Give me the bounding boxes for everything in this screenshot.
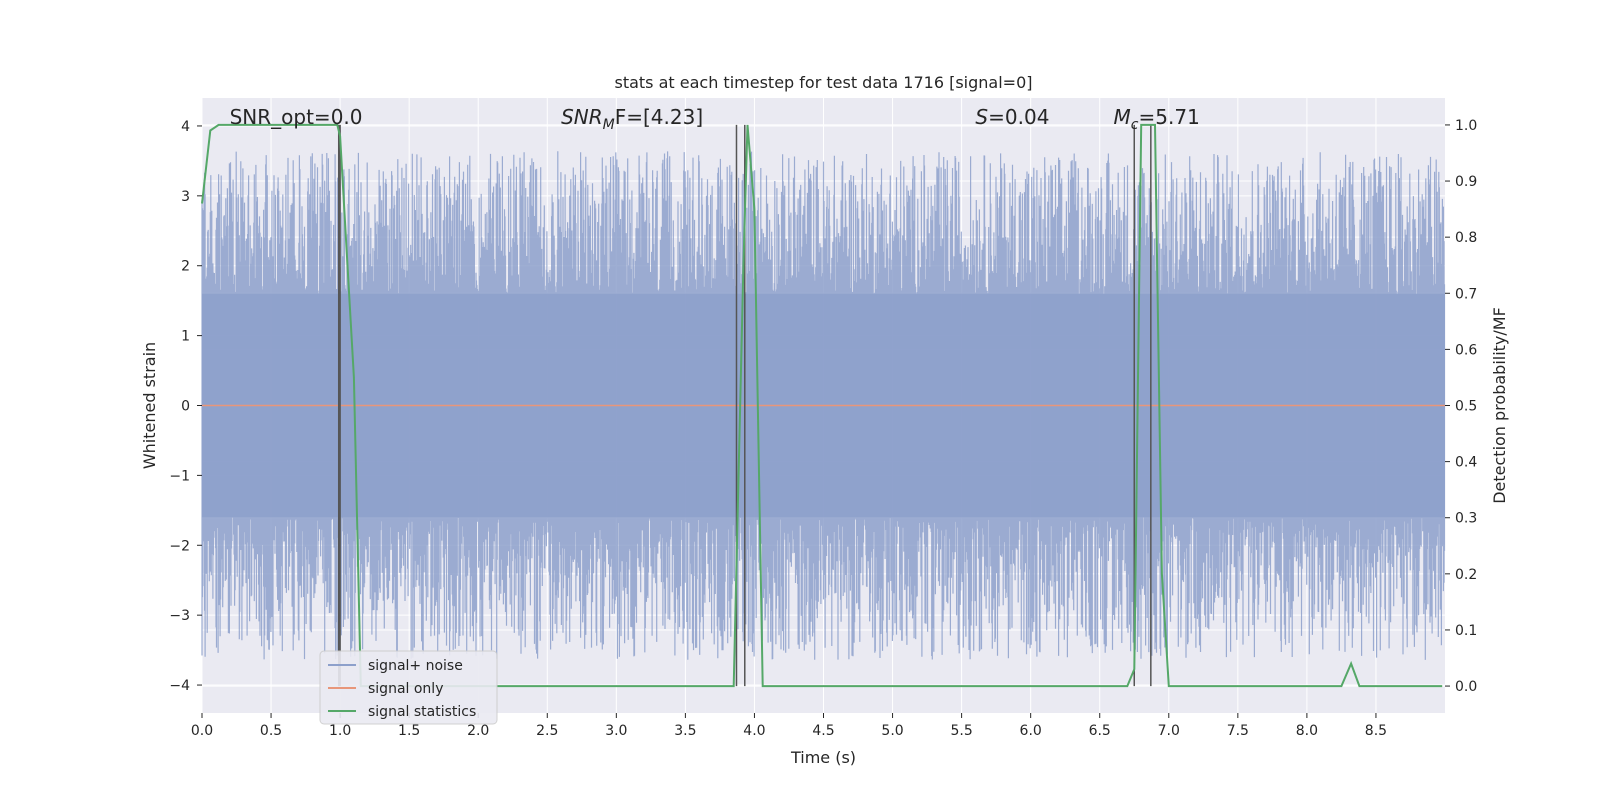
y-tick-label: 0 <box>181 399 190 415</box>
y-tick-label: 4 <box>181 119 190 135</box>
x-tick-label: 4.5 <box>812 723 834 739</box>
x-tick-label: 6.5 <box>1089 723 1111 739</box>
y-right-tick-label: 0.0 <box>1455 679 1477 695</box>
legend-box <box>319 650 498 725</box>
x-tick-label: 2.5 <box>536 723 558 739</box>
signal-statistics-series <box>201 123 1443 688</box>
x-tick-label: 0.5 <box>260 723 282 739</box>
stat-annotation: S=0.04 <box>975 105 1049 129</box>
x-tick-label: 5.5 <box>950 723 972 739</box>
axes: 0.0 0.5 1.0 1.5 2.0 2.5 3.0 3.5 4.0 4.5 5.0 5.5 6.0 6… <box>169 118 1477 739</box>
x-tick-label: 8.5 <box>1365 723 1387 739</box>
y-right-tick-label: 0.7 <box>1455 286 1477 302</box>
x-tick-label: 4.0 <box>743 723 765 739</box>
y-tick-label: 3 <box>181 189 190 205</box>
vertical-markers <box>337 124 1152 687</box>
x-tick-label: 3.5 <box>674 723 696 739</box>
y-tick-label: −3 <box>169 608 190 624</box>
y-tick-label: −1 <box>169 468 190 484</box>
legend-entry: signal only <box>368 681 443 697</box>
x-tick-label: 5.0 <box>881 723 903 739</box>
x-tick-label: 6.0 <box>1020 723 1042 739</box>
signal-statistics-line <box>201 123 1443 688</box>
chart-title: stats at each timestep for test data 171… <box>614 73 1032 92</box>
y-right-tick-label: 0.1 <box>1455 623 1477 639</box>
stat-annotation: SNR_opt=0.0 <box>230 105 363 129</box>
y-tick-label: −2 <box>169 538 190 554</box>
x-tick-label: 7.5 <box>1227 723 1249 739</box>
x-tick-label: 1.5 <box>398 723 420 739</box>
y-right-tick-label: 0.6 <box>1455 342 1477 358</box>
x-tick-label: 7.0 <box>1158 723 1180 739</box>
x-tick-label: 0.0 <box>191 723 213 739</box>
y-axis-label-right: Detection probability/MF <box>1490 307 1509 504</box>
y-tick-label: 2 <box>181 259 190 275</box>
x-axis-label: Time (s) <box>790 748 856 767</box>
y-right-tick-label: 0.4 <box>1455 455 1477 471</box>
annotations: SNR_opt=0.0 SNRMF=[4.23] S=0.04 Mc=5.71 <box>230 105 1200 133</box>
y-right-tick-label: 0.8 <box>1455 230 1477 246</box>
y-right-tick-label: 0.2 <box>1455 567 1477 583</box>
y-tick-label: −4 <box>169 678 190 694</box>
legend-entry: signal statistics <box>368 704 476 720</box>
stat-annotation: Mc=5.71 <box>1114 105 1200 133</box>
stat-annotation: SNRMF=[4.23] <box>561 105 703 133</box>
y-axis-label: Whitened strain <box>140 342 159 469</box>
y-right-tick-label: 0.9 <box>1455 174 1477 190</box>
x-tick-label: 8.0 <box>1296 723 1318 739</box>
y-tick-label: 1 <box>181 329 190 345</box>
legend: signal+ noise signal only signal statistic… <box>319 650 498 725</box>
y-right-tick-label: 0.3 <box>1455 511 1477 527</box>
legend-entry: signal+ noise <box>368 658 463 674</box>
x-tick-label: 3.0 <box>605 723 627 739</box>
x-tick-label: 2.0 <box>467 723 489 739</box>
y-right-tick-label: 1.0 <box>1455 118 1477 134</box>
x-tick-label: 1.0 <box>329 723 351 739</box>
y-right-tick-label: 0.5 <box>1455 399 1477 415</box>
